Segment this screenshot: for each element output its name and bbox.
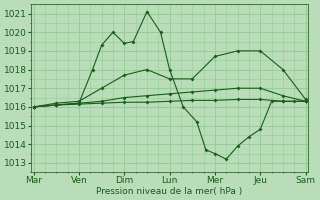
X-axis label: Pression niveau de la mer( hPa ): Pression niveau de la mer( hPa ) bbox=[96, 187, 243, 196]
